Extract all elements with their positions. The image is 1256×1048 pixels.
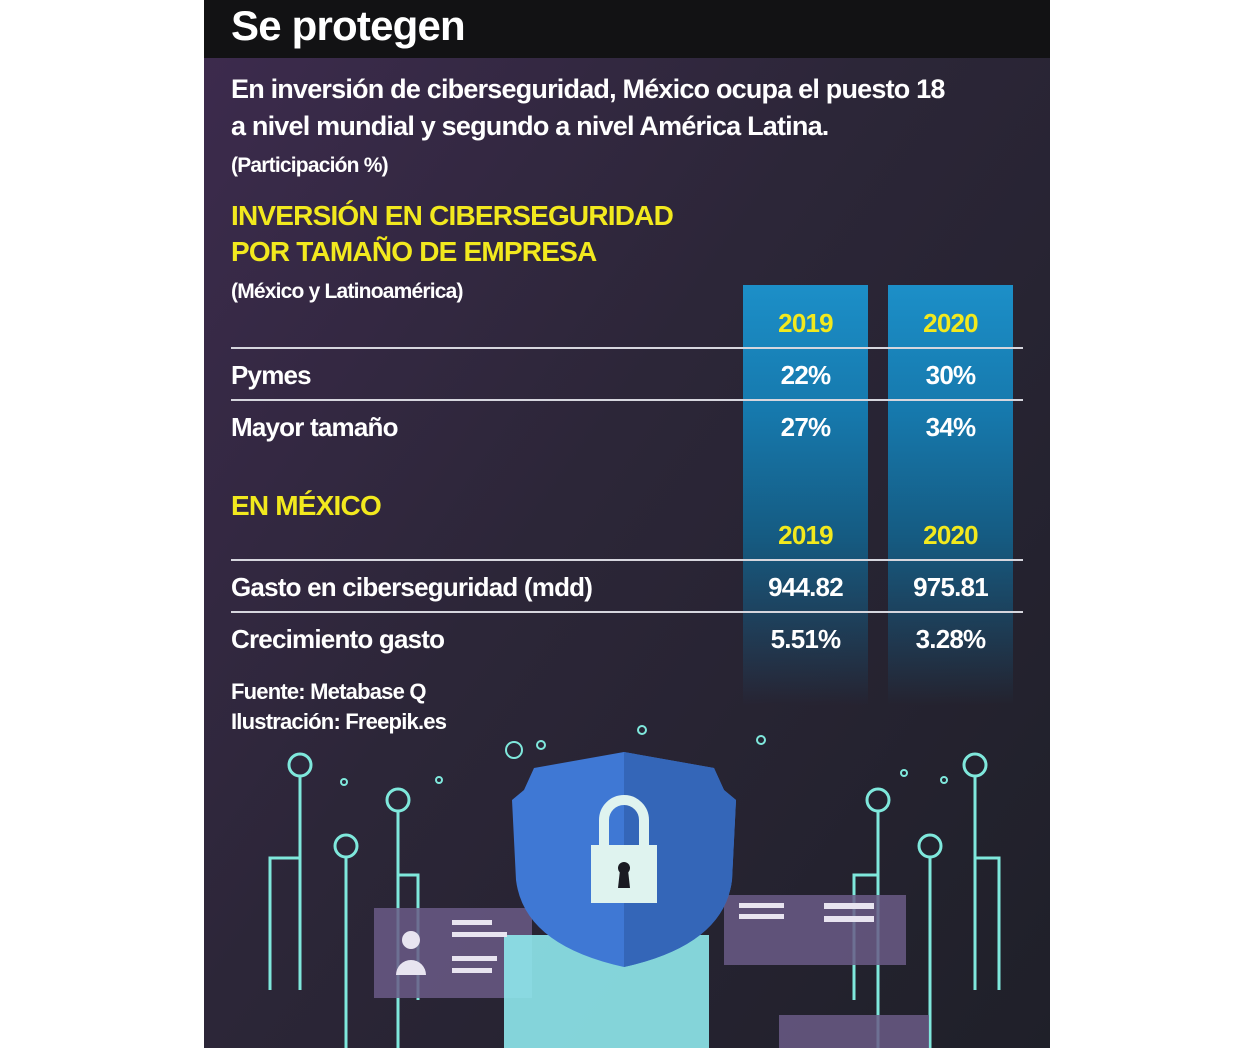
- cell-value: 5.51%: [770, 624, 842, 654]
- row-label: Crecimiento gasto: [231, 624, 445, 654]
- cybersecurity-illustration: [268, 725, 1001, 1048]
- cell-value: 22%: [780, 360, 831, 390]
- row-label: Gasto en ciberseguridad (mdd): [231, 572, 593, 602]
- subtitle-line-2: a nivel mundial y segundo a nivel Améric…: [231, 111, 829, 141]
- table2-col-2019: 2019: [778, 520, 833, 550]
- section2-heading: EN MÉXICO: [231, 490, 382, 521]
- table1-col-2020: 2020: [923, 308, 978, 338]
- infographic: Se protegen En inversión de cibersegurid…: [204, 0, 1050, 1048]
- divider: [231, 611, 1023, 613]
- divider: [231, 559, 1023, 561]
- divider: [231, 347, 1023, 349]
- cell-value: 944.82: [768, 572, 844, 602]
- shield-lock-icon: [512, 752, 736, 967]
- cell-value: 30%: [925, 360, 976, 390]
- row-label: Pymes: [231, 360, 312, 390]
- cell-value: 975.81: [913, 572, 989, 602]
- column-2020-highlight: [888, 285, 1013, 705]
- section1-heading-1: INVERSIÓN EN CIBERSEGURIDAD: [231, 200, 674, 231]
- cell-value: 3.28%: [915, 624, 987, 654]
- table2-col-2020: 2020: [923, 520, 978, 550]
- source-note: Fuente: Metabase Q: [231, 679, 426, 704]
- column-2019-highlight: [743, 285, 868, 705]
- section1-note: (México y Latinoamérica): [231, 280, 464, 303]
- row-label: Mayor tamaño: [231, 412, 398, 442]
- subtitle-line-1: En inversión de ciberseguridad, México o…: [231, 74, 945, 104]
- table1-col-2019: 2019: [778, 308, 833, 338]
- cell-value: 27%: [780, 412, 831, 442]
- section1-heading-2: POR TAMAÑO DE EMPRESA: [231, 236, 597, 267]
- title-bar: Se protegen: [204, 0, 1050, 58]
- unit-note: (Participación %): [231, 154, 389, 177]
- illustration-credit: Ilustración: Freepik.es: [231, 709, 447, 734]
- data-panels-icon: [374, 895, 929, 1048]
- cell-value: 34%: [925, 412, 976, 442]
- title: Se protegen: [231, 2, 466, 49]
- divider: [231, 399, 1023, 401]
